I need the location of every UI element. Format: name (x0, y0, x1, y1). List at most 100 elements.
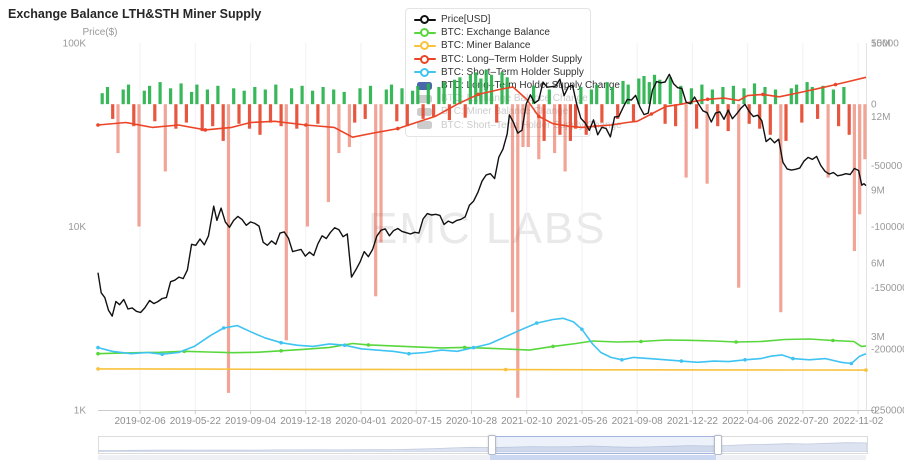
supply-change-bar (821, 85, 825, 105)
supply-change-bar (326, 104, 330, 203)
supply-change-bar (226, 104, 231, 393)
supply-change-bar (158, 82, 162, 105)
supply-tick-label: 0 (871, 406, 877, 417)
series-marker (864, 368, 868, 372)
supply-change-bar (374, 104, 378, 297)
supply-change-bar (258, 104, 262, 135)
supply-change-bar (358, 88, 362, 105)
supply-change-bar (279, 104, 283, 127)
x-tick-label: 2021-02-10 (501, 416, 553, 427)
supply-tick-label: 9M (871, 185, 885, 196)
supply-change-bar (705, 104, 709, 184)
series-marker (279, 340, 283, 345)
series-marker (96, 123, 100, 127)
supply-change-bar (779, 104, 783, 313)
series-line-btc-exchange-balance (97, 338, 867, 355)
series-marker (679, 359, 684, 363)
series-marker (407, 351, 411, 356)
datazoom-slider[interactable] (98, 435, 868, 455)
legend-line-icon (414, 40, 436, 52)
datazoom-selected-window[interactable] (490, 436, 720, 454)
price-tick-label: 100K (63, 39, 87, 50)
series-marker (96, 367, 100, 371)
supply-change-bar (621, 80, 625, 105)
supply-change-bar (631, 104, 636, 122)
supply-change-bar (395, 104, 399, 122)
x-tick-label: 2019-05-22 (170, 416, 222, 427)
supply-change-bar (163, 104, 167, 172)
series-marker (96, 351, 100, 356)
supply-change-bar (205, 89, 209, 105)
series-marker (534, 321, 539, 325)
series-marker (221, 326, 226, 330)
supply-change-bar (237, 104, 241, 124)
change-tick-label: -200000 (871, 344, 904, 355)
supply-change-bar (842, 87, 846, 105)
legend-item-btc-miner-balance[interactable]: BTC: Miner Balance (414, 39, 582, 52)
legend-bar-icon (414, 119, 436, 131)
legend-item-btc-exchange-balance[interactable]: BTC: Exchange Balance (414, 26, 582, 39)
legend-item-btc-short-term-holder-supply[interactable]: BTC: Short–Term Holder Supply (414, 66, 584, 79)
supply-change-bar (247, 104, 252, 129)
supply-tick-label: 6M (871, 259, 885, 270)
legend-item-btc-long-term-holder-supply[interactable]: BTC: Long–Term Holder Supply (414, 53, 582, 66)
supply-change-bar (663, 104, 667, 124)
supply-change-bar (216, 85, 220, 105)
supply-change-bar (179, 83, 183, 105)
supply-change-bar (195, 84, 199, 105)
supply-change-bar (789, 88, 793, 105)
series-marker (831, 338, 835, 343)
legend-item-label: BTC: Exchange Balance (441, 27, 550, 39)
datazoom-strip-segment (489, 455, 717, 460)
legend-item-btc-exchange-balance-change[interactable]: BTC: Exchange Balance Change (414, 92, 588, 105)
supply-change-bar (742, 88, 746, 105)
legend-item-price-usd-[interactable]: Price[USD] (414, 13, 582, 26)
supply-change-bar (221, 104, 225, 141)
supply-change-bar (642, 76, 646, 105)
series-marker (639, 339, 643, 344)
supply-change-bar (863, 104, 867, 160)
supply-change-bar (768, 104, 772, 135)
legend-item-btc-miner-balance-change[interactable]: BTC: Miner Balance Change (414, 105, 582, 118)
supply-tick-label: 12M (871, 112, 890, 123)
supply-change-bar (637, 78, 641, 105)
series-line-btc-short-term-holder-supply (97, 317, 867, 365)
x-tick-label: 2021-12-22 (667, 416, 719, 427)
supply-change-bar (253, 87, 257, 105)
supply-change-bar (174, 104, 178, 129)
legend-bar-icon (414, 106, 436, 118)
supply-change-bar (847, 104, 851, 135)
supply-change-bar (126, 84, 131, 105)
datazoom-strip[interactable] (98, 455, 866, 460)
series-marker (833, 82, 838, 87)
legend-item-label: BTC: Short–Term Holder Supply Change (441, 119, 622, 131)
series-marker (160, 352, 164, 357)
supply-change-bar (816, 104, 820, 119)
series-marker (705, 97, 710, 102)
price-tick-label: 1K (74, 406, 87, 417)
datazoom-right-handle[interactable] (714, 435, 723, 455)
supply-change-bar (300, 85, 304, 105)
series-marker (462, 345, 467, 350)
datazoom-left-handle[interactable] (487, 435, 496, 455)
supply-change-bar (684, 104, 688, 178)
supply-change-bar (668, 77, 672, 105)
supply-change-bar (858, 104, 862, 215)
datazoom-preview-area (99, 442, 867, 452)
supply-change-bar (137, 104, 141, 227)
supply-change-bar (100, 93, 104, 105)
supply-change-bar (826, 104, 830, 178)
change-tick-label: 0 (871, 100, 877, 111)
supply-change-bar (311, 90, 315, 105)
supply-change-bar (758, 104, 762, 129)
supply-change-bar (268, 104, 273, 123)
x-tick-label: 2021-05-26 (556, 416, 608, 427)
legend-line-icon (414, 66, 436, 78)
legend-item-btc-long-term-holder-supply-change[interactable]: BTC: Long–Term Holder Supply Change (414, 79, 620, 92)
legend-bar-icon (414, 80, 436, 92)
change-tick-label: 50000 (871, 39, 899, 50)
supply-change-bar (837, 104, 841, 127)
legend-item-label: BTC: Miner Balance Change (441, 106, 569, 118)
legend-item-btc-short-term-holder-supply-change[interactable]: BTC: Short–Term Holder Supply Change (414, 119, 622, 132)
series-marker (791, 356, 795, 361)
